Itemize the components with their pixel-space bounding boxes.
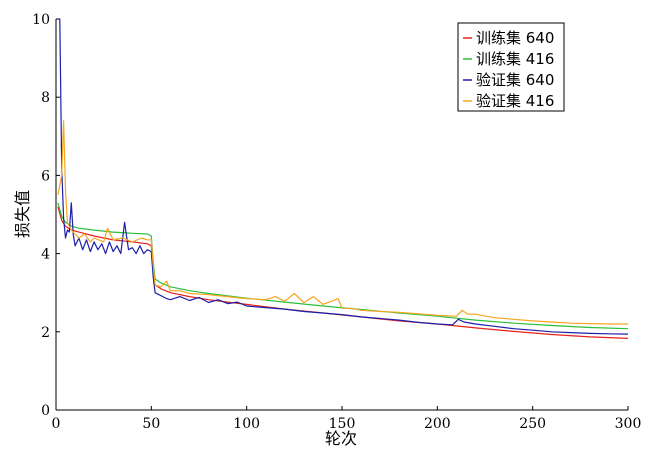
x-tick-label: 300: [615, 416, 642, 432]
y-tick-label: 8: [41, 90, 50, 106]
legend-entry-label: 验证集 416: [476, 92, 554, 110]
tick-labels: 0 50 100 150 200 250 300 0 2 4 6 8 10: [32, 12, 641, 432]
x-tick-label: 150: [329, 416, 356, 432]
x-tick-label: 100: [233, 416, 260, 432]
x-tick-label: 250: [519, 416, 546, 432]
x-tick-label: 50: [142, 416, 160, 432]
x-axis-label: 轮次: [325, 429, 357, 448]
legend-box: [457, 22, 565, 112]
legend-entry-label: 验证集 640: [476, 71, 554, 89]
axes: [55, 18, 629, 411]
x-tick-label: 0: [52, 416, 61, 432]
y-axis-label: 损失值: [13, 190, 32, 238]
y-tick-label: 4: [41, 247, 50, 263]
y-tick-label: 0: [41, 403, 50, 419]
series-line-验证集-416: [57, 120, 628, 325]
legend: 训练集 640 训练集 416 验证集 640 验证集 416: [457, 22, 565, 112]
series-line-验证集-640: [57, 18, 629, 335]
x-tick-label: 200: [424, 416, 451, 432]
y-tick-label: 6: [41, 168, 50, 184]
y-tick-label: 10: [32, 12, 50, 28]
legend-entry-label: 训练集 640: [476, 29, 554, 47]
series-line-训练集-640: [57, 206, 629, 339]
series-lines: [57, 18, 629, 339]
series-line-训练集-416: [57, 202, 629, 330]
y-tick-label: 2: [41, 325, 50, 341]
legend-entry-label: 训练集 416: [476, 50, 554, 68]
